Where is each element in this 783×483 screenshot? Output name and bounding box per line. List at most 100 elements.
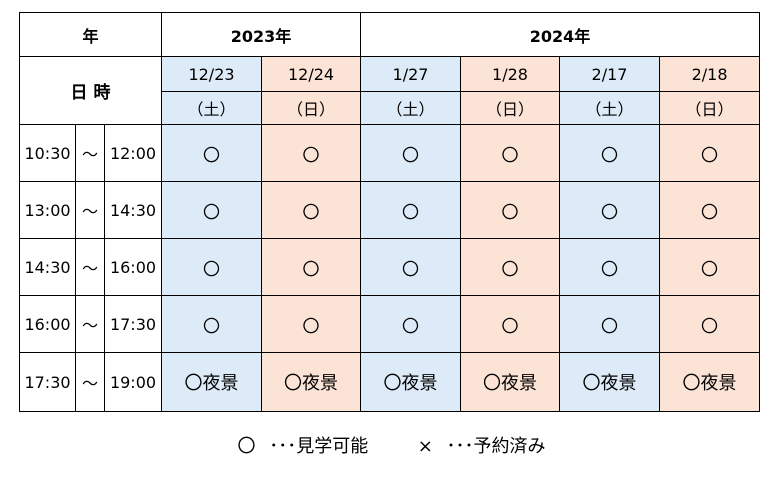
datetime-label-cell: 日 時	[19, 56, 162, 125]
slot-end-time: 12:00	[104, 124, 162, 182]
availability-cell: 〇夜景	[260, 352, 362, 412]
slot-end-time: 14:30	[104, 181, 162, 239]
availability-mark: 〇	[701, 202, 719, 223]
availability-mark: 〇	[302, 145, 320, 166]
availability-mark: 〇	[501, 259, 519, 280]
date-cell: 12/23	[161, 56, 262, 92]
availability-mark: 〇	[284, 373, 302, 394]
availability-cell: 〇	[460, 295, 561, 353]
time-slot-row: 16:00 〜 17:30 〇 〇 〇 〇 〇 〇	[19, 295, 761, 353]
availability-mark: 〇	[302, 316, 320, 337]
availability-cell: 〇	[559, 124, 661, 182]
date-cell: 2/18	[659, 56, 761, 92]
booked-mark: ×	[417, 436, 433, 457]
availability-mark: 〇	[582, 373, 601, 394]
year-header-row: 年 2023年 2024年	[19, 12, 761, 57]
availability-mark: 〇	[701, 259, 719, 280]
availability-mark: 〇	[483, 373, 502, 394]
slot-start-time: 10:30	[19, 124, 76, 182]
availability-cell: 〇	[460, 238, 561, 296]
availability-cell: 〇	[161, 181, 262, 239]
time-slot-row: 10:30 〜 12:00 〇 〇 〇 〇 〇 〇	[19, 124, 761, 182]
availability-cell: 〇	[260, 238, 362, 296]
availability-cell: 〇	[460, 124, 561, 182]
availability-cell: 〇	[360, 238, 462, 296]
availability-cell: 〇夜景	[161, 352, 262, 412]
availability-mark: 〇	[601, 145, 619, 166]
availability-cell: 〇	[460, 181, 561, 239]
availability-cell: 〇	[260, 181, 362, 239]
slot-end-time: 17:30	[104, 295, 162, 353]
weekday-row: （土） （日） （土） （日） （土） （日）	[20, 91, 761, 125]
slot-end-time: 16:00	[104, 238, 162, 296]
slot-separator: 〜	[75, 238, 105, 296]
year-2023-cell: 2023年	[160, 12, 362, 57]
availability-mark: 〇	[402, 202, 420, 223]
availability-mark: 〇	[501, 316, 519, 337]
time-slot-row: 13:00 〜 14:30 〇 〇 〇 〇 〇 〇	[19, 181, 761, 239]
legend: 〇 ･･･見学可能 × ･･･予約済み	[0, 432, 783, 458]
availability-cell: 〇	[559, 181, 661, 239]
availability-cell: 〇	[659, 181, 761, 239]
availability-mark: 〇	[203, 145, 220, 166]
booked-text: ･･･予約済み	[446, 436, 546, 457]
availability-mark: 〇	[601, 316, 619, 337]
availability-mark: 〇	[402, 316, 420, 337]
slot-separator: 〜	[75, 295, 105, 353]
availability-cell: 〇	[659, 295, 761, 353]
availability-mark: 〇	[203, 316, 220, 337]
availability-cell: 〇夜景	[559, 352, 661, 412]
year-2024-cell: 2024年	[360, 12, 761, 57]
availability-cell: 〇	[360, 124, 462, 182]
date-cell: 12/24	[260, 56, 362, 92]
availability-mark: 〇	[501, 145, 519, 166]
night-view-note: 夜景	[700, 373, 737, 394]
availability-mark: 〇	[501, 202, 519, 223]
availability-cell: 〇夜景	[360, 352, 462, 412]
date-cell: 2/17	[559, 56, 661, 92]
date-cell: 1/28	[460, 56, 561, 92]
availability-cell: 〇	[559, 238, 661, 296]
available-text: ･･･見学可能	[269, 436, 369, 457]
slot-separator: 〜	[75, 352, 105, 412]
availability-cell: 〇夜景	[460, 352, 561, 412]
weekday-cell: （土）	[360, 91, 462, 125]
availability-cell: 〇	[161, 295, 262, 353]
availability-cell: 〇	[161, 238, 262, 296]
availability-mark: 〇	[203, 259, 220, 280]
slot-separator: 〜	[75, 124, 105, 182]
schedule-table: 年 2023年 2024年 日 時 12/23 12/24 1/27 1/28 …	[19, 12, 761, 412]
weekday-cell: （日）	[260, 91, 362, 125]
time-slot-row: 14:30 〜 16:00 〇 〇 〇 〇 〇 〇	[19, 238, 761, 296]
weekday-cell: （日）	[460, 91, 561, 125]
availability-cell: 〇	[260, 295, 362, 353]
availability-mark: 〇	[701, 145, 719, 166]
slot-start-time: 16:00	[19, 295, 76, 353]
availability-cell: 〇夜景	[659, 352, 761, 412]
availability-cell: 〇	[659, 124, 761, 182]
availability-mark: 〇	[682, 373, 701, 394]
slot-end-time: 19:00	[104, 352, 162, 412]
weekday-cell: （土）	[161, 91, 262, 125]
availability-mark: 〇	[302, 259, 320, 280]
availability-cell: 〇	[260, 124, 362, 182]
availability-cell: 〇	[360, 181, 462, 239]
night-view-note: 夜景	[302, 373, 338, 394]
night-view-note: 夜景	[202, 373, 239, 394]
availability-cell: 〇	[360, 295, 462, 353]
availability-cell: 〇	[559, 295, 661, 353]
time-slot-row: 17:30 〜 19:00 〇夜景 〇夜景 〇夜景 〇夜景 〇夜景 〇夜景	[19, 352, 761, 412]
availability-mark: 〇	[701, 316, 719, 337]
date-row: 日 時 12/23 12/24 1/27 1/28 2/17 2/18	[19, 56, 761, 125]
weekday-cell: （土）	[559, 91, 661, 125]
weekday-cell: （日）	[659, 91, 761, 125]
night-view-note: 夜景	[401, 373, 438, 394]
availability-mark: 〇	[302, 202, 320, 223]
availability-mark: 〇	[184, 373, 203, 394]
slot-start-time: 14:30	[19, 238, 76, 296]
availability-mark: 〇	[601, 202, 619, 223]
available-mark: 〇	[237, 436, 256, 457]
slot-start-time: 17:30	[19, 352, 76, 412]
availability-mark: 〇	[402, 145, 420, 166]
year-label-cell: 年	[19, 12, 162, 57]
